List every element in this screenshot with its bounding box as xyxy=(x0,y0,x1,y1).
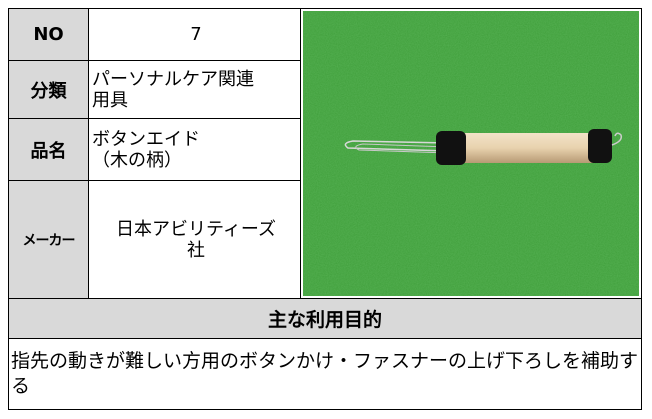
label-maker: メーカー xyxy=(8,180,89,299)
purpose-title: 主な利用目的 xyxy=(8,298,642,339)
value-maker: 日本アビリティーズ 社 xyxy=(88,180,301,299)
label-category: 分類 xyxy=(8,60,89,119)
value-no: 7 xyxy=(88,8,301,61)
value-name: ボタンエイド （木の柄） xyxy=(88,118,301,181)
label-name: 品名 xyxy=(8,118,89,181)
photo-cell xyxy=(300,8,642,299)
value-category: パーソナルケア関連 用具 xyxy=(88,60,301,119)
purpose-text: 指先の動きが難しい方用のボタンかけ・ファスナーの上げ下ろしを補助する xyxy=(8,338,642,410)
photo xyxy=(303,11,639,296)
label-no: NO xyxy=(8,8,89,61)
